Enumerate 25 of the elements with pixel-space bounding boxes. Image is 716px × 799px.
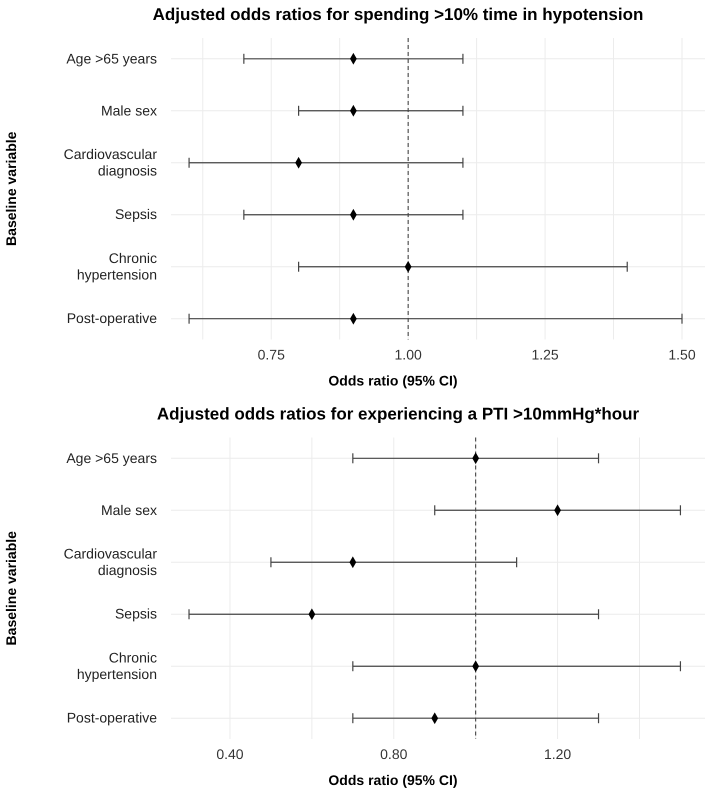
- y-axis-title: Baseline variable: [3, 530, 19, 646]
- chart-title: Adjusted odds ratios for experiencing a PTI >10mmHg*hour: [156, 404, 640, 424]
- y-tick-label: Sepsis: [114, 206, 157, 222]
- y-axis-title: Baseline variable: [3, 131, 19, 246]
- x-tick-label: 1.25: [531, 346, 559, 362]
- y-tick-label: Chronic hypertension: [76, 649, 157, 682]
- y-tick-label: Male sex: [100, 502, 157, 518]
- x-axis-title: Odds ratio (95% CI): [328, 772, 458, 788]
- y-tick-label: Post-operative: [66, 310, 158, 326]
- x-tick-label: 1.00: [394, 346, 422, 362]
- y-tick-label: Age >65 years: [66, 50, 157, 66]
- y-tick-label: Post-operative: [66, 710, 158, 726]
- y-tick-label: Cardiovascular diagnosis: [64, 545, 158, 578]
- y-tick-label: Age >65 years: [66, 450, 157, 466]
- x-tick-label: 1.20: [544, 746, 572, 762]
- chart-title: Adjusted odds ratios for spending >10% time in hypotension: [152, 5, 644, 24]
- y-tick-label: Cardiovascular diagnosis: [64, 146, 158, 179]
- x-tick-label: 0.75: [258, 346, 286, 362]
- x-tick-label: 1.50: [668, 346, 696, 362]
- y-tick-label: Sepsis: [114, 606, 157, 622]
- x-tick-label: 0.40: [216, 746, 244, 762]
- y-tick-label: Chronic hypertension: [76, 250, 157, 283]
- y-tick-label: Male sex: [100, 102, 157, 118]
- x-tick-label: 0.80: [380, 746, 408, 762]
- x-axis-title: Odds ratio (95% CI): [328, 372, 458, 388]
